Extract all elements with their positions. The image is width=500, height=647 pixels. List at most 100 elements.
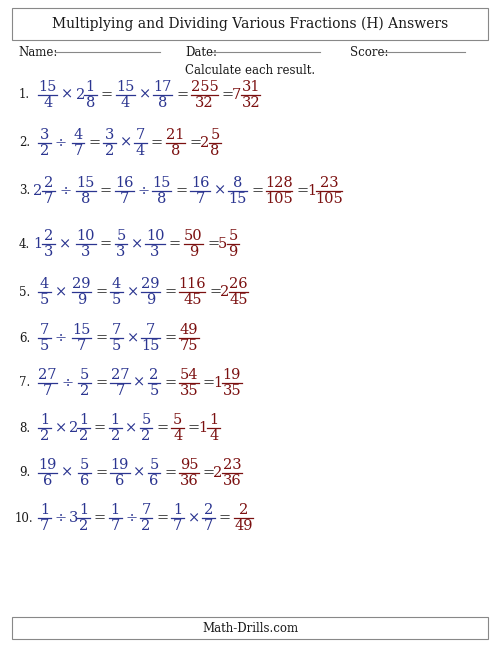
Text: =: = xyxy=(164,285,176,299)
Text: 8: 8 xyxy=(81,192,90,206)
Text: =: = xyxy=(202,466,215,480)
Text: =: = xyxy=(164,466,176,480)
Text: 105: 105 xyxy=(266,192,293,206)
Text: ×: × xyxy=(188,511,200,525)
Text: 19: 19 xyxy=(110,458,129,472)
Text: 3: 3 xyxy=(150,245,160,259)
Text: 2: 2 xyxy=(204,503,213,518)
Text: 2: 2 xyxy=(76,88,85,102)
Text: 1: 1 xyxy=(110,413,120,428)
Text: 75: 75 xyxy=(180,338,199,353)
Text: =: = xyxy=(100,184,112,198)
Text: 3: 3 xyxy=(105,128,115,142)
Text: 2: 2 xyxy=(40,429,49,443)
Text: ×: × xyxy=(134,466,145,480)
Text: 9: 9 xyxy=(228,245,237,259)
Text: =: = xyxy=(94,511,106,525)
Text: 2: 2 xyxy=(44,229,54,243)
Text: 1: 1 xyxy=(34,237,42,251)
Text: =: = xyxy=(95,285,107,299)
Text: 15: 15 xyxy=(152,177,171,190)
Text: 5: 5 xyxy=(40,292,49,307)
Text: 1: 1 xyxy=(110,503,120,518)
Text: 23: 23 xyxy=(320,177,338,190)
Text: 6.: 6. xyxy=(19,331,30,344)
Text: 5: 5 xyxy=(150,384,158,398)
Text: 6: 6 xyxy=(43,474,52,488)
Text: 5: 5 xyxy=(228,229,237,243)
Text: ÷: ÷ xyxy=(59,184,71,198)
Text: 15: 15 xyxy=(38,80,57,94)
Text: 15: 15 xyxy=(228,192,247,206)
Text: 7: 7 xyxy=(196,192,205,206)
Text: 15: 15 xyxy=(72,324,90,337)
Text: 1: 1 xyxy=(307,184,316,198)
Text: =: = xyxy=(100,88,112,102)
Text: ÷: ÷ xyxy=(54,136,67,150)
Text: Multiplying and Dividing Various Fractions (H) Answers: Multiplying and Dividing Various Fractio… xyxy=(52,17,448,31)
Text: 7: 7 xyxy=(110,519,120,532)
Text: 105: 105 xyxy=(315,192,343,206)
Text: 8: 8 xyxy=(86,96,95,109)
Text: ×: × xyxy=(126,421,138,435)
Text: 4: 4 xyxy=(40,278,49,291)
Text: ×: × xyxy=(54,285,67,299)
Text: 29: 29 xyxy=(72,278,90,291)
Text: 4.: 4. xyxy=(19,237,30,250)
Text: 54: 54 xyxy=(180,368,199,382)
Text: 10.: 10. xyxy=(14,512,33,525)
Text: 35: 35 xyxy=(180,384,199,398)
Text: 49: 49 xyxy=(180,324,199,337)
Text: 16: 16 xyxy=(115,177,134,190)
Text: Math-Drills.com: Math-Drills.com xyxy=(202,622,298,635)
Text: 7.: 7. xyxy=(19,377,30,389)
Text: 27: 27 xyxy=(110,368,129,382)
Text: 2: 2 xyxy=(34,184,42,198)
Text: 2: 2 xyxy=(80,384,90,398)
Text: 2: 2 xyxy=(79,519,88,532)
Text: 1: 1 xyxy=(209,413,218,428)
Text: 8: 8 xyxy=(210,144,220,158)
Text: =: = xyxy=(88,136,101,150)
Text: 7: 7 xyxy=(44,192,54,206)
Text: 7: 7 xyxy=(40,519,49,532)
Text: 3.: 3. xyxy=(19,184,30,197)
Text: 32: 32 xyxy=(242,96,260,109)
Text: ×: × xyxy=(120,136,132,150)
Text: 2.: 2. xyxy=(19,137,30,149)
Text: =: = xyxy=(210,285,222,299)
Text: =: = xyxy=(176,184,188,198)
Text: =: = xyxy=(156,511,168,525)
Text: 5: 5 xyxy=(80,368,90,382)
Text: 8: 8 xyxy=(171,144,180,158)
Text: 4: 4 xyxy=(112,278,121,291)
Text: 7: 7 xyxy=(232,88,241,102)
Text: 9: 9 xyxy=(146,292,155,307)
Text: 45: 45 xyxy=(183,292,202,307)
Text: 49: 49 xyxy=(234,519,252,532)
Text: 4: 4 xyxy=(43,96,52,109)
Text: 9: 9 xyxy=(77,292,86,307)
Text: 5: 5 xyxy=(80,458,90,472)
Text: ×: × xyxy=(127,285,139,299)
Text: 16: 16 xyxy=(191,177,210,190)
Text: ×: × xyxy=(54,421,67,435)
Text: =: = xyxy=(296,184,308,198)
Text: 15: 15 xyxy=(142,338,160,353)
Text: 3: 3 xyxy=(40,128,49,142)
Text: 5: 5 xyxy=(112,292,121,307)
Text: 5: 5 xyxy=(210,128,220,142)
Text: 5: 5 xyxy=(150,458,158,472)
Text: 7: 7 xyxy=(136,128,145,142)
Text: =: = xyxy=(168,237,181,251)
Text: 10: 10 xyxy=(76,229,95,243)
Text: 7: 7 xyxy=(43,384,52,398)
Text: 2: 2 xyxy=(220,285,229,299)
Text: =: = xyxy=(202,376,215,390)
Text: ÷: ÷ xyxy=(138,184,150,198)
Text: 95: 95 xyxy=(180,458,199,472)
Text: 1.: 1. xyxy=(19,89,30,102)
Text: ×: × xyxy=(62,88,74,102)
Text: 8: 8 xyxy=(157,192,166,206)
Text: 2: 2 xyxy=(110,429,120,443)
